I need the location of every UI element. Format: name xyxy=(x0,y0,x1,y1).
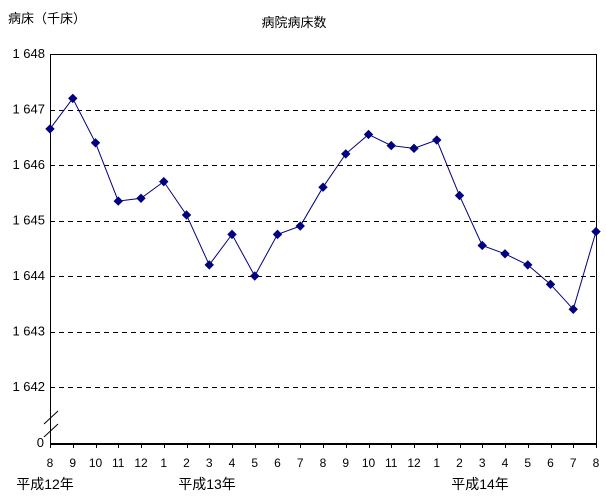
data-point-marker xyxy=(272,229,283,240)
x-tick-label: 3 xyxy=(479,456,486,470)
x-tick-label: 7 xyxy=(570,456,577,470)
data-point-marker xyxy=(90,138,101,148)
year-group-label: 平成12年 xyxy=(16,476,74,492)
gridlines xyxy=(50,110,596,388)
y-tick-label: 1 644 xyxy=(12,268,45,283)
data-point-marker xyxy=(432,135,442,145)
x-tick-label: 12 xyxy=(407,456,421,470)
data-point-marker xyxy=(454,190,465,201)
data-point-marker xyxy=(295,221,305,231)
y-tick-label: 1 645 xyxy=(12,213,45,228)
data-markers xyxy=(45,93,601,315)
x-tick-label: 5 xyxy=(524,456,531,470)
data-point-marker xyxy=(523,260,533,270)
data-point-marker xyxy=(545,279,556,290)
x-axis-labels: 8 9 10 11 12 1 2 3 4 5 6 7 8 9 10 11 12 1 2 3 4 5 6 7 8 xyxy=(47,456,600,470)
y-axis-unit-label: 病床（千床） xyxy=(8,11,87,26)
data-point-marker xyxy=(318,182,328,192)
y-zero-label: 0 xyxy=(37,435,44,450)
data-point-marker xyxy=(181,210,192,220)
x-tick-marks xyxy=(50,443,597,448)
y-tick-label: 1 647 xyxy=(12,102,45,117)
y-tick-label: 1 643 xyxy=(12,324,45,339)
x-tick-label: 8 xyxy=(320,456,327,470)
x-tick-label: 9 xyxy=(342,456,349,470)
x-tick-label: 6 xyxy=(274,456,281,470)
x-tick-label: 4 xyxy=(229,456,236,470)
data-point-marker xyxy=(204,260,214,270)
data-point-marker xyxy=(386,140,396,151)
data-point-marker xyxy=(568,304,578,315)
data-point-marker xyxy=(250,271,260,281)
x-tick-label: 8 xyxy=(593,456,600,470)
y-tick-label: 1 648 xyxy=(12,46,45,61)
x-tick-label: 11 xyxy=(385,456,398,470)
data-point-marker xyxy=(113,196,123,206)
data-point-marker xyxy=(45,124,55,134)
x-tick-label: 8 xyxy=(47,456,54,470)
x-tick-label: 1 xyxy=(160,456,167,470)
data-point-marker xyxy=(227,229,237,240)
x-tick-label: 7 xyxy=(297,456,304,470)
x-tick-label: 12 xyxy=(134,456,148,470)
year-group-labels: 平成12年 平成13年 平成14年 xyxy=(16,476,509,492)
y-axis-labels: 1 648 1 647 1 646 1 645 1 644 1 643 1 642 0 xyxy=(12,46,45,450)
data-point-marker xyxy=(409,143,419,154)
year-group-label: 平成13年 xyxy=(178,476,236,492)
data-point-marker xyxy=(159,176,169,187)
data-point-marker xyxy=(136,193,146,204)
x-tick-label: 1 xyxy=(433,456,440,470)
data-point-marker xyxy=(500,249,510,259)
year-group-label: 平成14年 xyxy=(451,476,509,492)
x-tick-label: 5 xyxy=(251,456,258,470)
chart-title: 病院病床数 xyxy=(261,15,327,30)
data-point-marker xyxy=(363,129,374,140)
data-point-marker xyxy=(68,93,78,104)
x-tick-label: 2 xyxy=(456,456,463,470)
x-tick-label: 6 xyxy=(547,456,554,470)
y-tick-label: 1 646 xyxy=(12,157,45,172)
y-tick-label: 1 642 xyxy=(12,379,45,394)
x-tick-label: 2 xyxy=(183,456,190,470)
x-tick-label: 4 xyxy=(502,456,509,470)
x-tick-label: 10 xyxy=(362,456,376,470)
x-tick-label: 9 xyxy=(69,456,76,470)
axis-break-marks xyxy=(43,410,59,438)
data-point-marker xyxy=(341,149,351,159)
x-tick-label: 11 xyxy=(112,456,125,470)
plot-border xyxy=(50,54,597,445)
data-point-marker xyxy=(477,240,487,251)
data-line xyxy=(49,97,597,311)
x-tick-label: 10 xyxy=(89,456,103,470)
x-tick-label: 3 xyxy=(206,456,213,470)
data-point-marker xyxy=(591,226,601,237)
